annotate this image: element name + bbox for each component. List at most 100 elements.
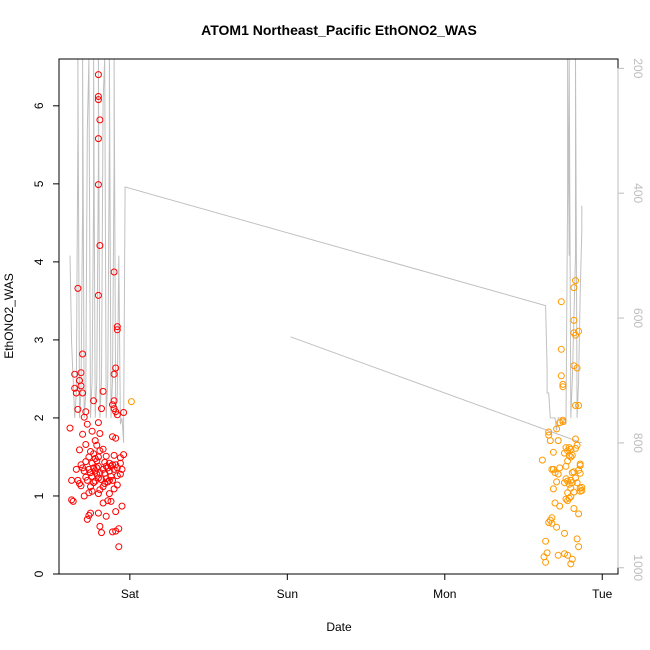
data-point — [94, 93, 102, 100]
data-point — [102, 452, 110, 460]
data-point — [77, 369, 85, 377]
data-point — [110, 268, 118, 276]
data-point — [557, 298, 565, 306]
data-point — [110, 465, 118, 473]
data-point — [553, 478, 561, 486]
data-point — [83, 476, 91, 484]
data-point — [104, 497, 112, 505]
x-tick-label: Sat — [121, 587, 140, 601]
data-point — [77, 482, 85, 490]
data-point — [77, 382, 85, 390]
data-point — [116, 470, 124, 478]
data-point — [554, 551, 562, 559]
data-point — [564, 551, 572, 559]
data-point — [94, 181, 102, 189]
data-point — [68, 496, 76, 504]
data-point — [82, 441, 90, 448]
data-point — [567, 453, 575, 461]
data-point — [572, 277, 579, 285]
data-point — [109, 401, 116, 409]
data-point — [80, 492, 88, 500]
y-tick-label: 4 — [32, 258, 46, 265]
data-point — [570, 284, 578, 292]
data-point — [74, 405, 82, 413]
data-point — [549, 448, 557, 456]
data-point — [93, 441, 101, 449]
y-axis-label: EthONO2_WAS — [2, 273, 16, 359]
data-point — [113, 411, 121, 419]
axes-layer: Sat Sun Mon Tue 0 1 2 3 4 5 6 200 400 600 800 1000 — [32, 58, 645, 601]
x-axis-label: Date — [326, 620, 352, 634]
data-point — [113, 323, 121, 331]
data-point — [94, 135, 102, 143]
data-point — [557, 345, 565, 353]
data-point — [90, 479, 98, 487]
data-point — [572, 402, 579, 409]
data-point — [105, 476, 113, 484]
y-tick-label: 3 — [32, 336, 46, 343]
data-point — [66, 424, 74, 432]
data-point — [76, 446, 83, 454]
data-point — [98, 405, 105, 413]
data-point — [112, 508, 120, 516]
x-tick-label: Mon — [433, 587, 456, 601]
data-point — [543, 549, 551, 557]
data-point — [115, 543, 123, 551]
altitude-line — [69, 59, 583, 443]
altitude-line-segment — [290, 336, 582, 444]
data-point — [112, 434, 120, 442]
data-point — [91, 437, 99, 445]
data-point — [94, 462, 102, 470]
y-tick-label: 5 — [32, 180, 46, 187]
data-point — [85, 489, 93, 497]
data-point — [570, 316, 578, 324]
data-point — [109, 528, 116, 536]
data-point — [96, 116, 104, 124]
data-point — [101, 458, 109, 466]
data-point — [113, 326, 121, 334]
data-point — [94, 419, 102, 427]
data-point — [568, 555, 576, 563]
y-tick-label: 1 — [32, 492, 46, 499]
data-point — [110, 485, 118, 493]
data-point — [72, 465, 80, 473]
data-point — [94, 291, 102, 299]
data-point — [578, 483, 586, 491]
data-point — [102, 512, 110, 520]
data-point — [99, 445, 107, 453]
data-point — [107, 473, 115, 480]
data-point — [545, 428, 553, 436]
altitude-line-layer — [69, 59, 583, 444]
data-point — [542, 537, 550, 545]
data-point — [68, 476, 76, 484]
data-point — [79, 389, 87, 397]
data-point — [549, 485, 557, 493]
data-point — [120, 409, 128, 416]
data-point — [572, 435, 579, 443]
data-point — [573, 535, 581, 543]
data-point — [575, 510, 583, 518]
data-point — [575, 327, 583, 335]
data-point — [551, 469, 559, 477]
data-point — [573, 441, 581, 449]
data-point — [105, 490, 113, 498]
x-tick-label: Sun — [277, 587, 298, 601]
plot-frame — [58, 58, 619, 575]
data-point — [578, 487, 586, 494]
data-point — [568, 479, 576, 487]
data-point — [79, 350, 87, 358]
data-point — [82, 408, 90, 416]
data-point — [104, 478, 112, 486]
data-point — [110, 451, 118, 459]
data-point — [88, 487, 96, 495]
data-point — [88, 427, 96, 435]
y-tick-label: 0 — [32, 570, 46, 577]
data-point — [109, 433, 116, 441]
data-point — [80, 467, 88, 475]
data-point — [94, 71, 102, 79]
data-point — [557, 372, 565, 380]
data-point — [96, 522, 104, 530]
data-point — [113, 481, 121, 489]
data-point — [87, 469, 94, 477]
